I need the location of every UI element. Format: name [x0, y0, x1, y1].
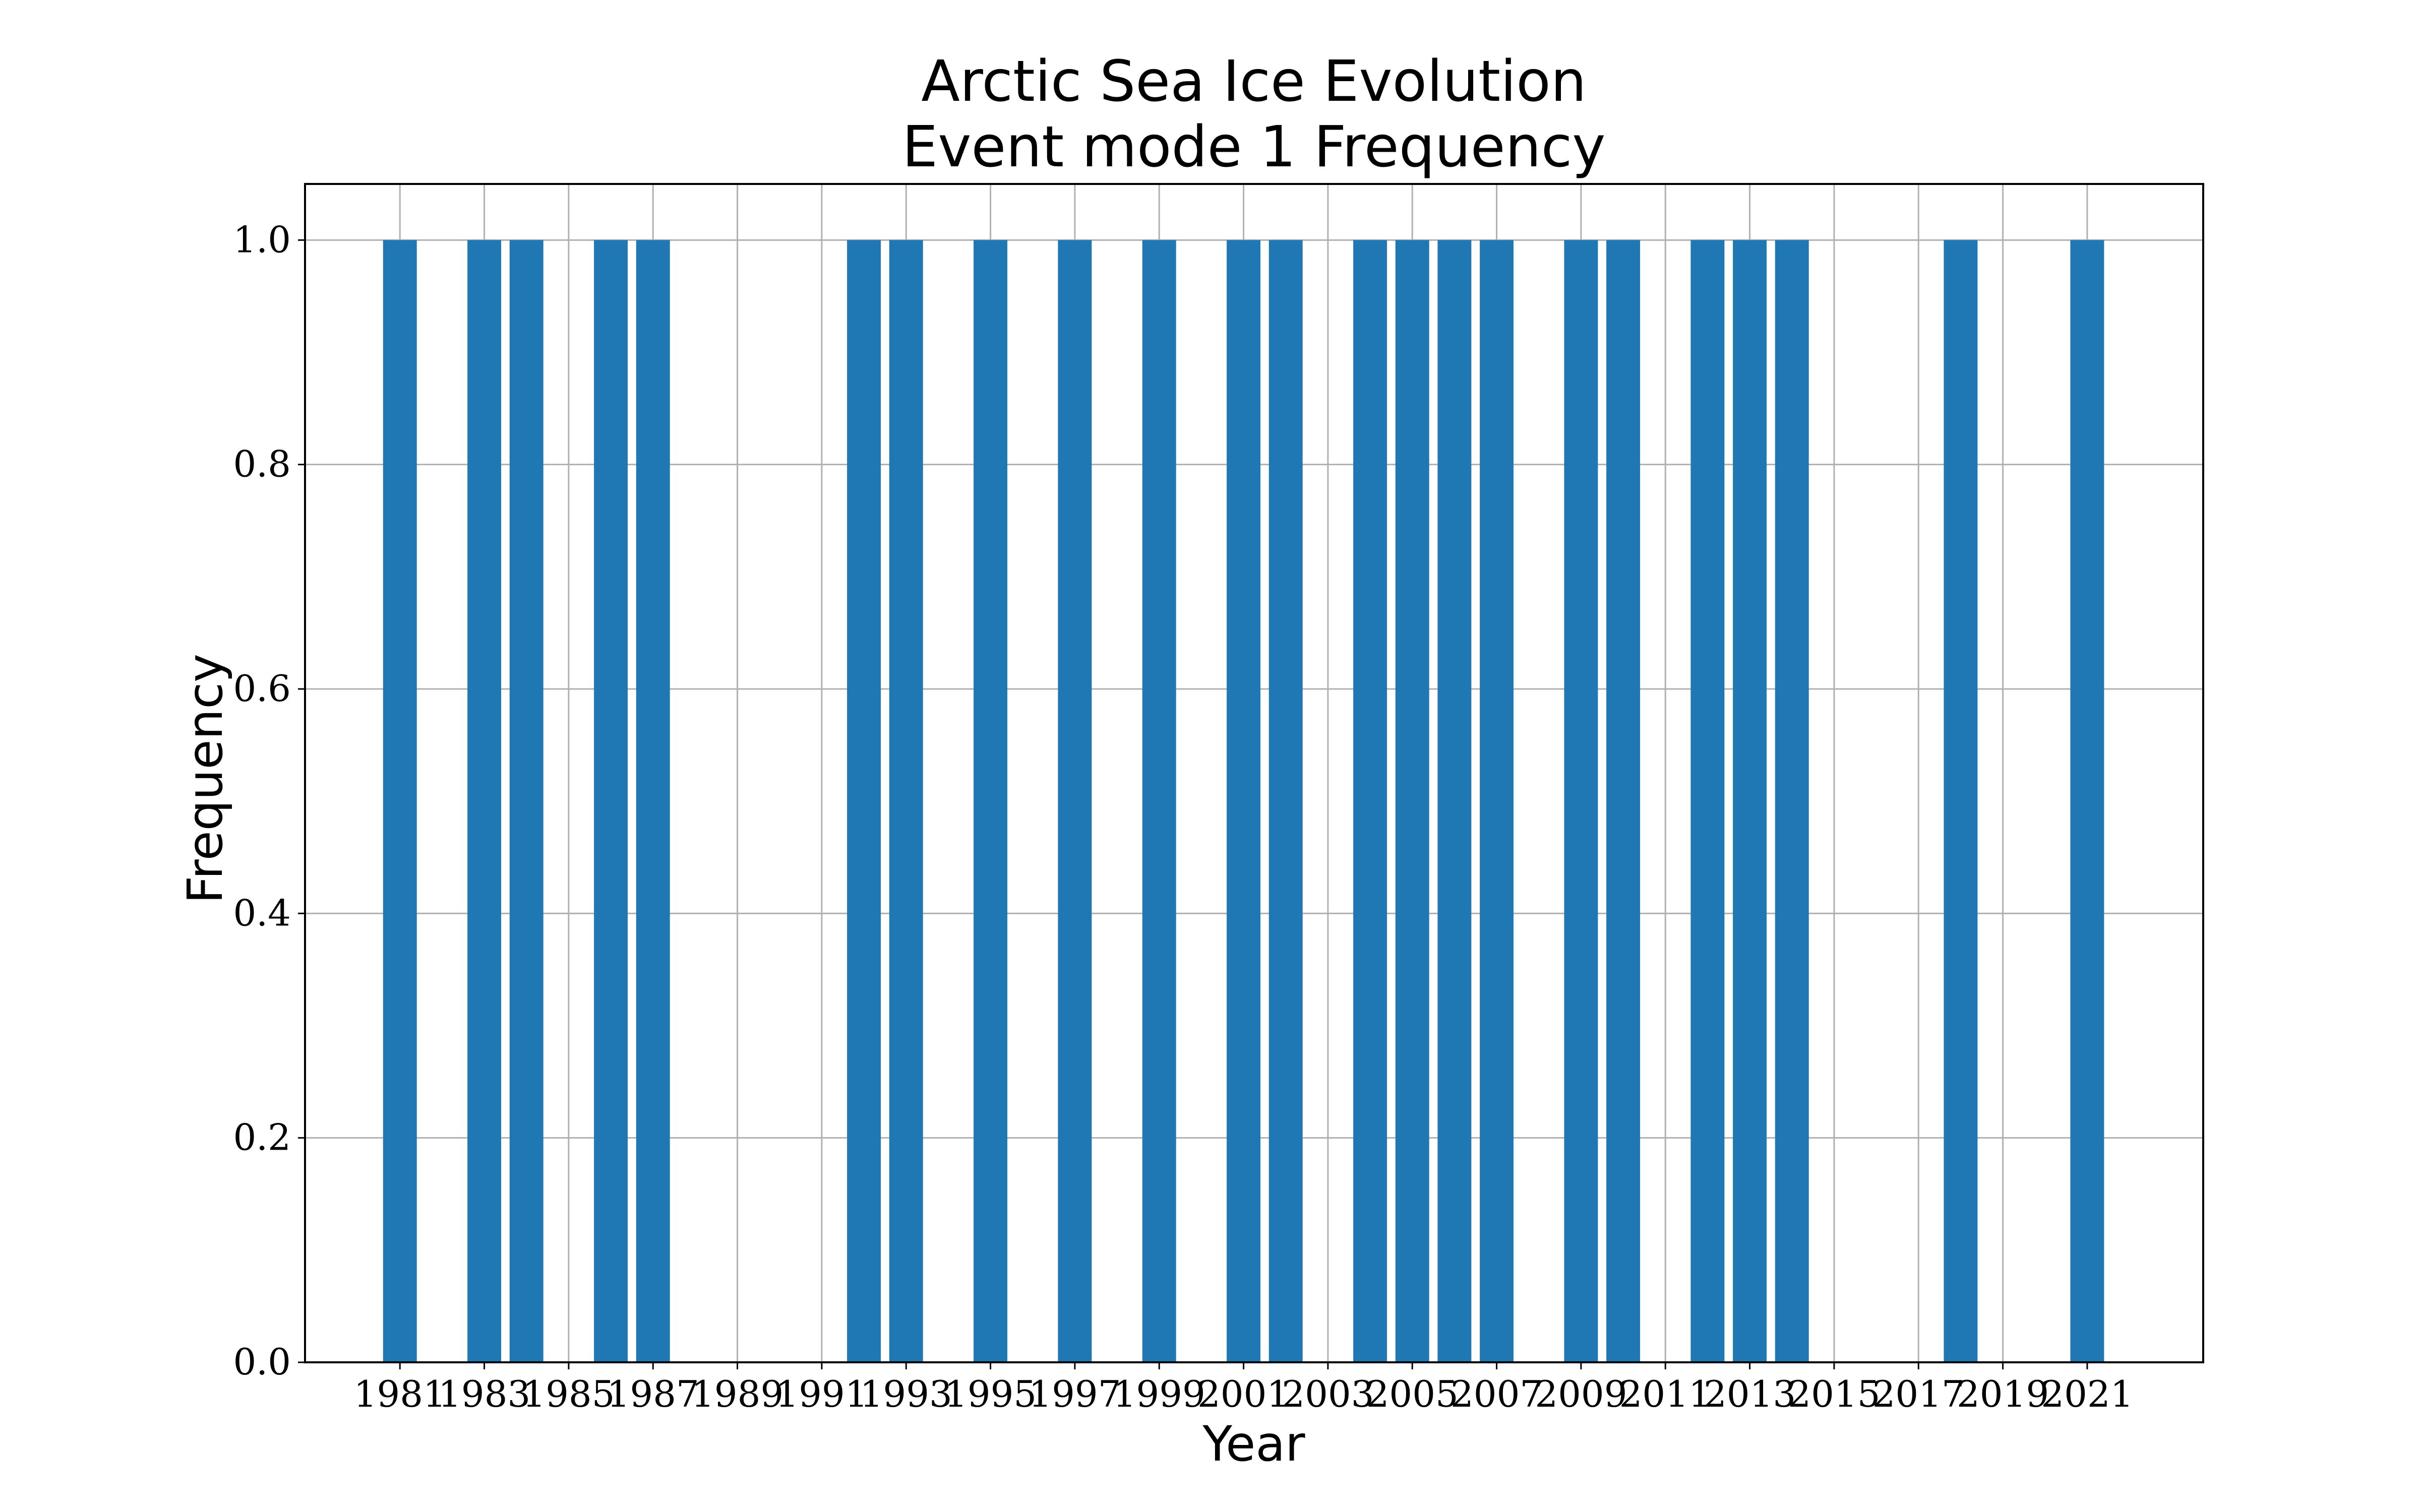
plot-area-frame [304, 183, 2204, 1363]
bar-1987 [636, 240, 670, 1363]
bar-1981 [383, 240, 417, 1363]
bar-2012 [1690, 240, 1725, 1363]
y-tick-label: 0.8 [233, 443, 291, 485]
x-tick-label: 2015 [1788, 1373, 1880, 1415]
bar-2007 [1480, 240, 1514, 1363]
chart-title-line-2: Event mode 1 Frequency [902, 114, 1605, 180]
bar-1986 [594, 240, 628, 1363]
y-axis-label: Frequency [177, 654, 233, 904]
x-axis-label: Year [1202, 1416, 1305, 1472]
bar-2013 [1733, 240, 1767, 1363]
bar-2009 [1564, 240, 1598, 1363]
x-tick-label: 2007 [1450, 1373, 1543, 1415]
x-tick-label: 1997 [1028, 1373, 1121, 1415]
x-tick-label: 2017 [1872, 1373, 1965, 1415]
bar-2018 [1944, 240, 1978, 1363]
bar-1983 [467, 240, 502, 1363]
bar-1992 [847, 240, 881, 1363]
bar-1984 [509, 240, 543, 1363]
x-tick-label: 2021 [2041, 1373, 2133, 1415]
x-tick-label: 2003 [1282, 1373, 1374, 1415]
x-tick-label: 1991 [775, 1373, 868, 1415]
x-tick-label: 2013 [1704, 1373, 1796, 1415]
bar-2010 [1606, 240, 1641, 1363]
bar-2006 [1437, 240, 1472, 1363]
bar-2001 [1227, 240, 1261, 1363]
y-tick-label: 0.2 [233, 1116, 291, 1159]
y-tick-label: 1.0 [233, 218, 291, 261]
x-tick-label: 2005 [1366, 1373, 1459, 1415]
x-tick-label: 2011 [1619, 1373, 1712, 1415]
x-tick-label: 2001 [1197, 1373, 1290, 1415]
x-tick-label: 1989 [691, 1373, 783, 1415]
bar-1993 [889, 240, 923, 1363]
x-tick-label: 2009 [1535, 1373, 1627, 1415]
x-tick-label: 1987 [607, 1373, 699, 1415]
y-tick-label: 0.4 [233, 892, 291, 934]
bar-2002 [1268, 240, 1303, 1363]
x-tick-label: 1985 [522, 1373, 615, 1415]
bar-2005 [1395, 240, 1429, 1363]
x-tick-label: 2019 [1957, 1373, 2049, 1415]
ticks: 1981198319851987198919911993199519971999… [233, 218, 2133, 1415]
x-tick-label: 1993 [860, 1373, 952, 1415]
bar-2014 [1775, 240, 1809, 1363]
x-tick-label: 1981 [354, 1373, 446, 1415]
x-tick-label: 1983 [438, 1373, 530, 1415]
bars [383, 240, 2104, 1363]
bar-2004 [1353, 240, 1387, 1363]
y-tick-label: 0.6 [233, 667, 291, 710]
x-tick-label: 1999 [1113, 1373, 1205, 1415]
chart-title-line-1: Arctic Sea Ice Evolution [921, 49, 1587, 114]
y-tick-label: 0.0 [233, 1341, 291, 1383]
bar-1999 [1142, 240, 1176, 1363]
bar-2021 [2070, 240, 2104, 1363]
x-tick-label: 1995 [944, 1373, 1037, 1415]
bar-1997 [1058, 240, 1092, 1363]
bar-1995 [974, 240, 1008, 1363]
